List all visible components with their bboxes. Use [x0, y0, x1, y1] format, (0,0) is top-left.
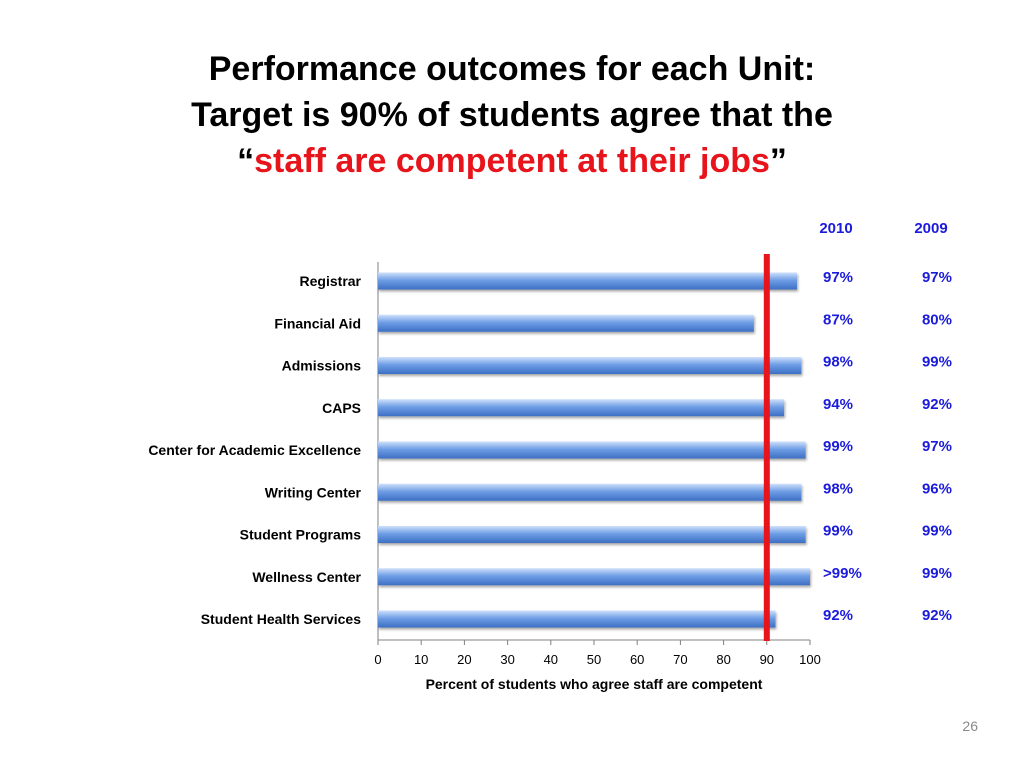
x-tick-label: 50: [587, 652, 601, 667]
percent-2010: 99%: [823, 523, 853, 540]
x-tick-label: 100: [799, 652, 821, 667]
category-label: Registrar: [300, 273, 362, 289]
close-quote: ”: [769, 142, 787, 180]
percent-2009: 92%: [922, 396, 952, 413]
x-tick-label: 30: [500, 652, 514, 667]
bar: [378, 357, 802, 374]
category-label: Wellness Center: [252, 569, 361, 585]
category-label: CAPS: [322, 400, 361, 416]
column-header-2009: 2009: [914, 220, 947, 237]
percent-2009: 97%: [922, 269, 952, 286]
x-tick-label: 10: [414, 652, 428, 667]
x-tick-label: 90: [760, 652, 774, 667]
x-tick-label: 60: [630, 652, 644, 667]
percent-2010: 98%: [823, 354, 853, 371]
category-label: Center for Academic Excellence: [148, 442, 361, 458]
bar: [378, 568, 810, 586]
open-quote: “: [237, 142, 255, 180]
title-line-1: Performance outcomes for each Unit:: [208, 50, 816, 88]
category-label: Financial Aid: [274, 315, 361, 331]
percent-2010: 98%: [823, 480, 853, 497]
bar: [378, 399, 785, 417]
percent-2010: 87%: [823, 311, 853, 328]
x-axis-label: Percent of students who agree staff are …: [426, 676, 763, 692]
category-label: Student Health Services: [201, 611, 361, 627]
percent-2010: 97%: [823, 269, 853, 286]
column-header-2010: 2010: [819, 220, 852, 237]
bar: [378, 610, 776, 628]
category-label: Student Programs: [240, 527, 362, 543]
percent-2009: 99%: [922, 523, 952, 540]
bar: [378, 314, 754, 332]
percent-2009: 92%: [922, 607, 952, 624]
x-tick-label: 20: [457, 652, 471, 667]
category-label: Admissions: [282, 358, 362, 374]
bar: [378, 441, 806, 459]
x-tick-label: 80: [716, 652, 730, 667]
bar: [378, 272, 798, 290]
percent-2010: 94%: [823, 396, 853, 413]
percent-2009: 97%: [922, 438, 952, 455]
bar: [378, 526, 806, 543]
percent-2009: 96%: [922, 480, 952, 497]
title-line-3: “staff are competent at their jobs”: [0, 138, 1024, 184]
x-tick-label: 40: [544, 652, 558, 667]
percent-2009: 99%: [922, 354, 952, 371]
x-tick-label: 0: [374, 652, 381, 667]
title-line-2: Target is 90% of students agree that the: [191, 96, 833, 134]
percent-2010: 92%: [823, 607, 853, 624]
slide-number: 26: [962, 718, 978, 734]
category-label: Writing Center: [265, 484, 362, 500]
percent-2010: 99%: [823, 438, 853, 455]
x-tick-label: 70: [673, 652, 687, 667]
percent-2009: 80%: [922, 311, 952, 328]
title-highlight: staff are competent at their jobs: [254, 142, 770, 180]
percent-2009: 99%: [922, 565, 952, 582]
slide-title: Performance outcomes for each Unit: Targ…: [0, 46, 1024, 184]
bar: [378, 483, 802, 501]
percent-2010: >99%: [823, 565, 862, 582]
